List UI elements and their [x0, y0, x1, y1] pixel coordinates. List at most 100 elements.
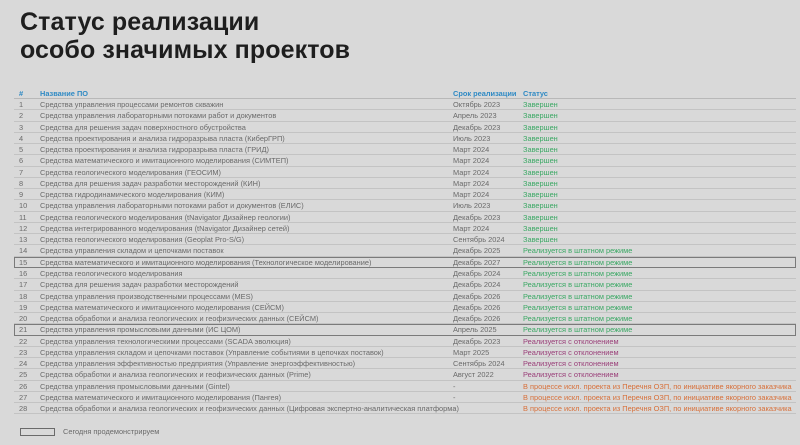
- header-status: Статус: [523, 89, 548, 98]
- row-date: Декабрь 2024: [453, 268, 501, 278]
- row-name: Средства проектирования и анализа гидрор…: [40, 145, 269, 155]
- row-date: Март 2024: [453, 178, 490, 188]
- table-row: 13 Средства геологического моделирования …: [14, 234, 796, 246]
- row-date: Июль 2023: [453, 201, 491, 211]
- highlight-box-icon: [20, 428, 55, 436]
- row-num: 15: [19, 257, 28, 267]
- row-name: Средства математического и имитационного…: [40, 302, 284, 312]
- status-badge: Завершен: [523, 145, 558, 155]
- table-row: 11 Средства геологического моделирования …: [14, 212, 796, 223]
- row-name: Средства для решения задач разработки ме…: [40, 280, 239, 290]
- table-row: 22 Средства управления технологическими п…: [14, 336, 796, 347]
- status-badge: Реализуется в штатном режиме: [523, 302, 633, 312]
- status-badge: Завершен: [523, 235, 558, 245]
- row-name: Средства геологического моделирования: [40, 268, 183, 278]
- row-date: -: [453, 392, 456, 402]
- row-num: 22: [19, 336, 28, 346]
- row-num: 11: [19, 212, 27, 222]
- row-name: Средства обработки и анализа геологическ…: [40, 370, 311, 380]
- row-name: Средства управления складом и цепочками …: [40, 246, 224, 256]
- page-title: Статус реализации особо значимых проекто…: [20, 8, 350, 64]
- status-badge: Завершен: [523, 167, 558, 177]
- row-date: Август 2022: [453, 370, 494, 380]
- row-date: Декабрь 2023: [453, 212, 501, 222]
- row-name: Средства для решения задач разработки ме…: [40, 178, 261, 188]
- row-name: Средства математического и имитационного…: [40, 156, 289, 166]
- table-row: 27 Средства математического и имитационно…: [14, 392, 796, 404]
- row-date: Сентябрь 2024: [453, 235, 505, 245]
- table-row: 9 Средства гидродинамического моделирован…: [14, 189, 796, 201]
- status-badge: Завершен: [523, 223, 558, 233]
- status-badge: Завершен: [523, 100, 558, 109]
- table-row: 19 Средства математического и имитационно…: [14, 302, 796, 314]
- status-badge: Реализуется с отклонением: [523, 336, 619, 346]
- row-num: 10: [19, 201, 28, 211]
- status-badge: Завершен: [523, 212, 558, 222]
- status-badge: Завершен: [523, 201, 558, 211]
- row-num: 24: [19, 359, 28, 369]
- row-name: Средства геологического моделирования (Г…: [40, 167, 221, 177]
- row-num: 21: [19, 325, 28, 335]
- status-badge: Реализуется в штатном режиме: [523, 246, 633, 256]
- header-num: #: [19, 89, 24, 98]
- row-name: Средства управления лабораторными потока…: [40, 201, 304, 211]
- row-name: Средства управления промысловыми данными…: [40, 381, 230, 391]
- row-num: 1: [19, 100, 24, 109]
- row-num: 2: [19, 111, 24, 121]
- row-num: 26: [19, 381, 28, 391]
- row-name: Средства гидродинамического моделировани…: [40, 190, 225, 200]
- status-badge: Завершен: [523, 190, 558, 200]
- row-num: 14: [19, 246, 28, 256]
- table-row: 16 Средства геологического моделирования Д…: [14, 268, 796, 280]
- row-name: Средства управления складом и цепочками …: [40, 347, 384, 357]
- status-badge: Реализуется в штатном режиме: [523, 268, 633, 278]
- row-num: 5: [19, 145, 24, 155]
- table-row: 12 Средства интегрированного моделировани…: [14, 223, 796, 235]
- row-date: -: [453, 381, 456, 391]
- row-name: Средства проектирования и анализа гидрор…: [40, 133, 285, 143]
- status-badge: Реализуется с отклонением: [523, 347, 619, 357]
- row-num: 9: [19, 190, 24, 200]
- header-name: Название ПО: [40, 89, 88, 98]
- row-name: Средства управления процессами ремонтов …: [40, 100, 224, 109]
- title-line-2: особо значимых проектов: [20, 36, 351, 64]
- row-date: Март 2024: [453, 156, 490, 166]
- row-num: 12: [19, 223, 28, 233]
- status-badge: Реализуется в штатном режиме: [523, 291, 633, 301]
- row-name: Средства обработки и анализа геологическ…: [40, 314, 319, 324]
- row-date: Март 2024: [453, 167, 490, 177]
- row-name: Средства управления лабораторными потока…: [40, 111, 277, 121]
- row-name: Средства математического и имитационного…: [40, 257, 372, 267]
- status-badge: Завершен: [523, 156, 558, 166]
- row-num: 13: [19, 235, 28, 245]
- row-name: Средства интегрированного моделирования …: [40, 223, 290, 233]
- row-date: Апрель 2023: [453, 111, 497, 121]
- row-date: Декабрь 2026: [453, 314, 501, 324]
- row-name: Средства управления эффективностью предп…: [40, 359, 356, 369]
- row-name: Средства геологического моделирования (t…: [40, 212, 291, 222]
- status-badge: Завершен: [523, 122, 558, 132]
- row-name: Средства для решения задач поверхностног…: [40, 122, 246, 132]
- table-row: 18 Средства управления производственными …: [14, 291, 796, 302]
- table-row: 21 Средства управления промысловыми данны…: [14, 324, 796, 336]
- table-row: 14 Средства управления складом и цепочкам…: [14, 245, 796, 257]
- row-num: 20: [19, 314, 28, 324]
- status-badge: Завершен: [523, 178, 558, 188]
- table-row: 23 Средства управления складом и цепочкам…: [14, 347, 796, 359]
- table-row: 25 Средства обработки и анализа геологиче…: [14, 369, 796, 381]
- row-num: 3: [19, 122, 24, 132]
- table-row: 8 Средства для решения задач разработки м…: [14, 178, 796, 190]
- row-num: 6: [19, 156, 24, 166]
- status-badge: Завершен: [523, 133, 558, 143]
- row-date: Декабрь 2026: [453, 291, 501, 301]
- table-row: 20 Средства обработки и анализа геологиче…: [14, 313, 796, 325]
- row-date: Апрель 2025: [453, 325, 497, 335]
- legend-label: Сегодня продемонстрируем: [63, 427, 160, 436]
- row-num: 7: [19, 167, 24, 177]
- row-num: 8: [19, 178, 24, 188]
- row-date: Декабрь 2024: [453, 280, 501, 290]
- table-body: 1 Средства управления процессами ремонтов…: [14, 99, 796, 415]
- row-num: 4: [19, 133, 24, 143]
- row-name: Средства управления технологическими про…: [40, 336, 291, 346]
- table-row: 3 Средства для решения задач поверхностно…: [14, 122, 796, 133]
